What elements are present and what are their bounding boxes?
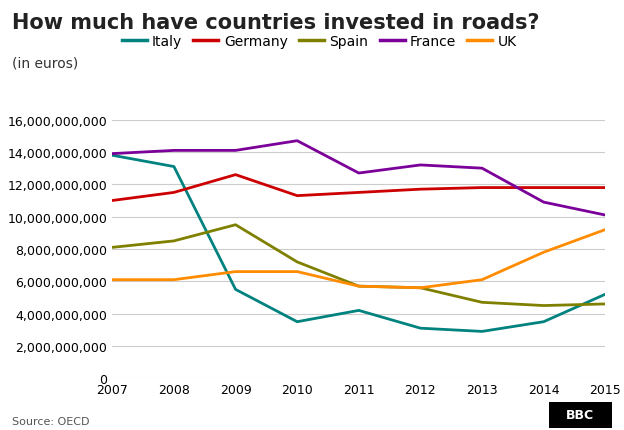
Text: (in euros): (in euros): [12, 56, 79, 70]
Text: Source: OECD: Source: OECD: [12, 416, 90, 426]
Legend: Italy, Germany, Spain, France, UK: Italy, Germany, Spain, France, UK: [116, 29, 523, 54]
Text: How much have countries invested in roads?: How much have countries invested in road…: [12, 13, 540, 33]
Text: BBC: BBC: [566, 408, 595, 421]
